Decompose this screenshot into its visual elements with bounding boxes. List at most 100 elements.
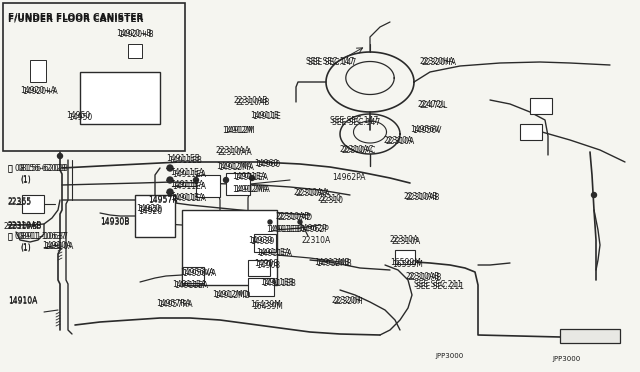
Text: 14911EA: 14911EA — [234, 173, 268, 182]
Circle shape — [193, 177, 198, 183]
Text: 14960: 14960 — [256, 160, 280, 169]
Text: 22310AA: 22310AA — [216, 146, 251, 155]
Text: Ⓑ: Ⓑ — [8, 164, 13, 173]
Text: 22310AD: 22310AD — [278, 213, 313, 222]
Text: 22310AB: 22310AB — [234, 96, 268, 105]
Text: 14962PA: 14962PA — [332, 173, 365, 182]
Text: 22310A: 22310A — [386, 137, 415, 146]
Text: 14908: 14908 — [256, 261, 280, 270]
Bar — [182, 210, 277, 285]
Text: (1): (1) — [20, 175, 31, 184]
Text: 22472L: 22472L — [420, 101, 448, 110]
Text: 16599M: 16599M — [392, 260, 423, 269]
Text: 14912MA: 14912MA — [216, 162, 252, 171]
Text: 14911EA: 14911EA — [170, 168, 204, 177]
Text: F/UNDER FLOOR CANISTER: F/UNDER FLOOR CANISTER — [8, 13, 143, 22]
Text: 14920: 14920 — [138, 207, 162, 216]
Text: SEE SEC.147: SEE SEC.147 — [330, 116, 378, 125]
Text: 14912MB: 14912MB — [316, 259, 352, 268]
Text: 16439M: 16439M — [250, 300, 281, 309]
Text: 22320HA: 22320HA — [422, 58, 457, 67]
Text: 14911EA: 14911EA — [172, 194, 206, 203]
Text: (1): (1) — [20, 244, 31, 253]
Text: 14911E: 14911E — [250, 111, 279, 120]
Text: 14920+B: 14920+B — [118, 30, 154, 39]
Text: 08156-62028: 08156-62028 — [18, 164, 69, 173]
Text: 14910A: 14910A — [44, 242, 74, 251]
Text: 16599M: 16599M — [390, 258, 421, 267]
Text: 14957R: 14957R — [148, 196, 178, 205]
Text: 22310: 22310 — [320, 196, 344, 205]
Text: 14939: 14939 — [248, 236, 272, 245]
Text: 22310AA: 22310AA — [296, 189, 331, 198]
Bar — [3, 3, 185, 151]
Text: 14962P: 14962P — [298, 224, 327, 233]
Text: 14911EB: 14911EB — [166, 154, 200, 163]
Text: Ⓑ 08156-62028: Ⓑ 08156-62028 — [8, 163, 66, 172]
Text: 14912MA: 14912MA — [234, 185, 270, 194]
Text: 14960: 14960 — [254, 159, 278, 168]
Text: JPP3000: JPP3000 — [552, 356, 580, 362]
Bar — [196, 175, 220, 197]
Circle shape — [167, 177, 173, 183]
Text: 22310A: 22310A — [390, 235, 419, 244]
Text: 14920+B: 14920+B — [116, 29, 152, 38]
Text: 14911EA: 14911EA — [172, 280, 206, 289]
Text: 14962P: 14962P — [300, 225, 329, 234]
Text: 14911E: 14911E — [252, 112, 281, 121]
Text: 14911EA: 14911EA — [174, 281, 208, 290]
Text: Ⓝ 08911-10637: Ⓝ 08911-10637 — [8, 231, 66, 240]
Text: 14956V: 14956V — [412, 126, 442, 135]
Bar — [248, 278, 274, 296]
Text: 22472L: 22472L — [418, 100, 446, 109]
Text: 14912MD: 14912MD — [214, 291, 250, 300]
Text: SEE SEC.211: SEE SEC.211 — [416, 282, 464, 291]
Text: 14910A: 14910A — [42, 241, 72, 250]
Text: 14930B: 14930B — [100, 217, 129, 226]
Text: 22320HA: 22320HA — [420, 57, 455, 66]
Text: 14956VA: 14956VA — [182, 269, 216, 278]
Text: 14911EB: 14911EB — [268, 225, 302, 234]
Text: 14930B: 14930B — [100, 218, 129, 227]
Text: 22310AD: 22310AD — [276, 212, 311, 221]
Text: 22310A: 22310A — [302, 236, 332, 245]
Bar — [254, 234, 276, 252]
Bar — [135, 195, 175, 237]
Bar — [128, 44, 142, 58]
Text: 16439M: 16439M — [252, 302, 283, 311]
Bar — [560, 329, 620, 343]
Text: 14912MA: 14912MA — [218, 163, 254, 172]
Text: 14912MA: 14912MA — [232, 185, 268, 194]
Text: 14910A: 14910A — [8, 296, 37, 305]
Text: SEE SEC.147: SEE SEC.147 — [306, 57, 355, 66]
Text: 22310AB: 22310AB — [8, 222, 42, 231]
Text: 14920: 14920 — [136, 204, 160, 213]
Bar — [248, 260, 270, 276]
Text: 14957RA: 14957RA — [158, 300, 193, 309]
Text: 14957R: 14957R — [148, 195, 178, 204]
Text: 22310AA: 22310AA — [294, 188, 329, 197]
Text: 22365: 22365 — [8, 198, 32, 207]
Circle shape — [591, 192, 596, 198]
Text: 14920+A: 14920+A — [22, 87, 58, 96]
Text: JPP3000: JPP3000 — [435, 353, 463, 359]
Circle shape — [298, 220, 302, 224]
Text: 22320H: 22320H — [334, 297, 364, 306]
Text: 14912MB: 14912MB — [314, 258, 349, 267]
Text: 14939: 14939 — [250, 237, 275, 246]
Text: 14911EB: 14911EB — [262, 279, 296, 288]
Text: 14911EA: 14911EA — [172, 170, 206, 179]
Text: 14911EA: 14911EA — [232, 172, 266, 181]
Circle shape — [250, 176, 255, 180]
Text: 08911-10637: 08911-10637 — [18, 232, 69, 241]
Bar — [226, 173, 250, 195]
Circle shape — [268, 220, 272, 224]
Text: F/UNDER FLOOR CANISTER: F/UNDER FLOOR CANISTER — [8, 14, 143, 23]
Text: 14911EA: 14911EA — [256, 248, 290, 257]
Text: 14911EA: 14911EA — [170, 180, 204, 189]
Text: 22365: 22365 — [8, 197, 32, 206]
Text: 22320H: 22320H — [332, 296, 362, 305]
Text: 22310A: 22310A — [392, 237, 421, 246]
Text: 14912M: 14912M — [222, 126, 253, 135]
Text: (1): (1) — [20, 243, 31, 252]
